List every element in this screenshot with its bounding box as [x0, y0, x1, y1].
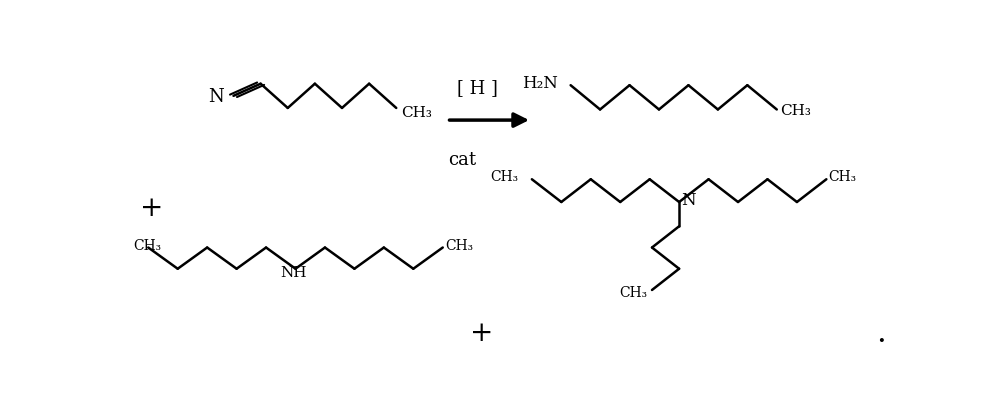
Text: .: . [876, 318, 886, 349]
Text: CH₃: CH₃ [133, 239, 161, 253]
Text: NH: NH [281, 266, 307, 280]
Text: [ H ]: [ H ] [457, 79, 498, 97]
Text: +: + [470, 320, 493, 348]
Text: CH₃: CH₃ [401, 106, 432, 119]
Text: H₂N: H₂N [522, 75, 557, 92]
Text: CH₃: CH₃ [829, 170, 857, 184]
Text: CH₃: CH₃ [619, 286, 647, 300]
Text: +: + [140, 195, 164, 221]
Text: CH₃: CH₃ [780, 104, 811, 118]
Text: N: N [681, 192, 696, 209]
Text: CH₃: CH₃ [445, 239, 473, 253]
Text: CH₃: CH₃ [490, 170, 518, 184]
Text: cat: cat [448, 151, 476, 169]
Text: N: N [209, 88, 224, 106]
